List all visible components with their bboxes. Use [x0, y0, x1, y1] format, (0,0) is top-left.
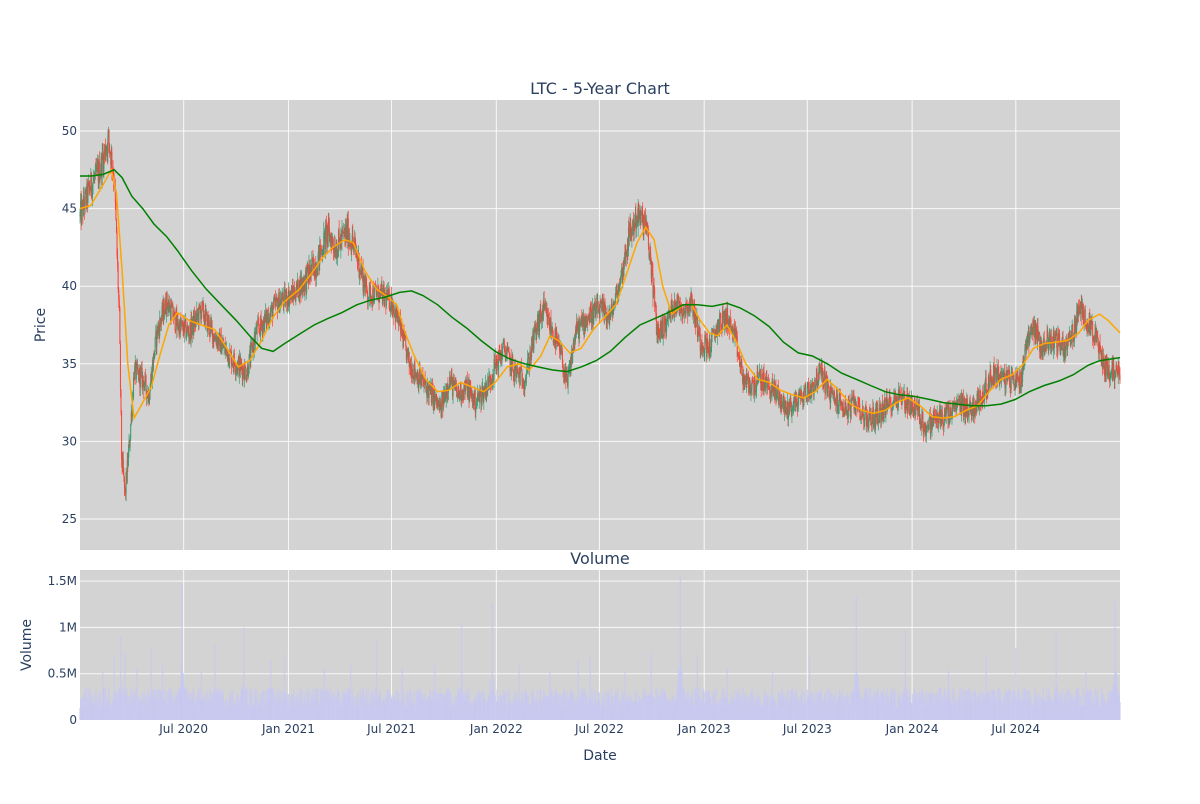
candle-body — [93, 182, 94, 185]
price-y-tick-label: 40 — [62, 279, 77, 293]
candle-body — [87, 185, 88, 203]
candle-body — [909, 395, 910, 411]
price-y-tick-label: 45 — [62, 202, 77, 216]
candle-body — [527, 358, 528, 368]
candle-body — [259, 328, 260, 331]
candle-body — [405, 338, 406, 346]
candle-body — [111, 152, 112, 170]
candle-body — [1080, 309, 1081, 314]
candle-body — [146, 376, 147, 390]
candle-body — [377, 292, 378, 296]
candle-body — [871, 413, 872, 423]
candle-body — [95, 165, 96, 174]
candle-body — [366, 278, 367, 286]
candle-body — [934, 410, 935, 415]
candle-body — [339, 230, 340, 238]
candle-body — [619, 285, 620, 291]
price-y-tick-label: 30 — [62, 434, 77, 448]
price-y-tick-label: 50 — [62, 124, 77, 138]
candle-body — [568, 374, 569, 386]
candle-body — [475, 409, 476, 413]
candle-body — [119, 308, 120, 344]
candle-body — [504, 341, 505, 348]
candle-body — [1071, 331, 1072, 337]
candle-body — [325, 225, 326, 249]
price-plot-area[interactable] — [80, 100, 1120, 550]
candle-body — [836, 395, 837, 406]
candle-body — [130, 424, 131, 438]
candle-body — [779, 392, 780, 400]
candle-body — [1061, 345, 1062, 350]
price-panel: 25 30 35 40 45 50 LTC - 5-Year Chart Price — [33, 79, 1121, 550]
candle-body — [730, 320, 731, 327]
candle-body — [298, 279, 299, 297]
candle-body — [164, 314, 165, 319]
candle-body — [805, 384, 806, 396]
candle-body — [121, 389, 122, 411]
price-y-tick-label: 35 — [62, 357, 77, 371]
price-chart-title: LTC - 5-Year Chart — [530, 79, 670, 98]
candle-body — [295, 295, 296, 301]
candle-body — [1083, 310, 1084, 324]
candle-body — [109, 143, 110, 151]
candle-body — [209, 320, 210, 332]
candle-body — [109, 130, 110, 143]
candle-body — [1120, 375, 1121, 381]
candle-body — [118, 265, 119, 289]
price-y-axis-title: Price — [33, 308, 49, 342]
candle-body — [150, 391, 151, 400]
candle-body — [856, 403, 857, 407]
candle-body — [155, 337, 156, 352]
candle-body — [822, 362, 823, 368]
candle-body — [815, 385, 816, 388]
price-y-tick-label: 25 — [62, 512, 77, 526]
candle-body — [851, 405, 852, 418]
candle-body — [342, 230, 343, 232]
candle-body — [120, 344, 121, 389]
candle-body — [257, 326, 258, 335]
candle-body — [124, 477, 125, 488]
candle-body — [115, 202, 116, 219]
